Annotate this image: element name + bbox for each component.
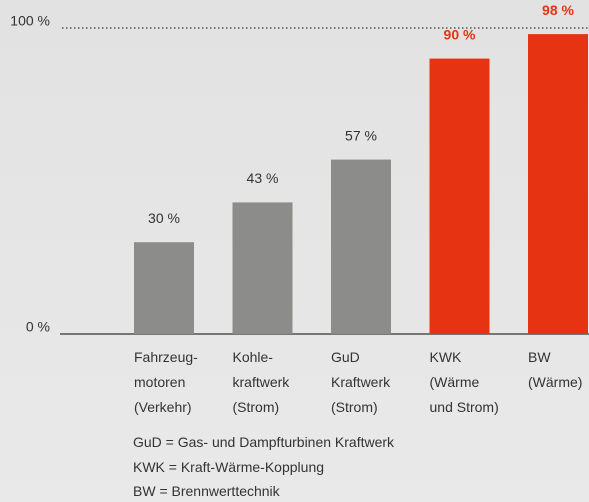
- x-tick-label: KWK (Wärme und Strom): [429, 349, 499, 415]
- value-label: 30 %: [148, 210, 180, 226]
- footnote: KWK = Kraft-Wärme-Kopplung: [133, 458, 325, 475]
- y-tick-label: 0 %: [26, 319, 50, 335]
- bar: [429, 58, 490, 334]
- value-label: 90 %: [444, 26, 476, 42]
- bar: [331, 159, 391, 334]
- footnote: BW = Brennwerttechnik: [133, 483, 280, 499]
- value-label: 98 %: [542, 2, 574, 18]
- x-tick-label: BW (Wärme): [528, 349, 583, 390]
- x-tick-label: Kohle- kraftwerk (Strom): [232, 349, 290, 415]
- y-tick-label: 100 %: [10, 13, 50, 29]
- value-label: 43 %: [247, 170, 279, 186]
- x-tick-label: Fahrzeug- motoren (Verkehr): [134, 349, 198, 415]
- bar: [134, 242, 194, 334]
- value-label: 57 %: [345, 127, 377, 143]
- bar: [232, 202, 293, 334]
- bar: [528, 34, 588, 335]
- footnote: GuD = Gas- und Dampfturbinen Kraftwerk: [133, 434, 395, 450]
- x-tick-label: GuD Kraftwerk (Strom): [331, 349, 391, 415]
